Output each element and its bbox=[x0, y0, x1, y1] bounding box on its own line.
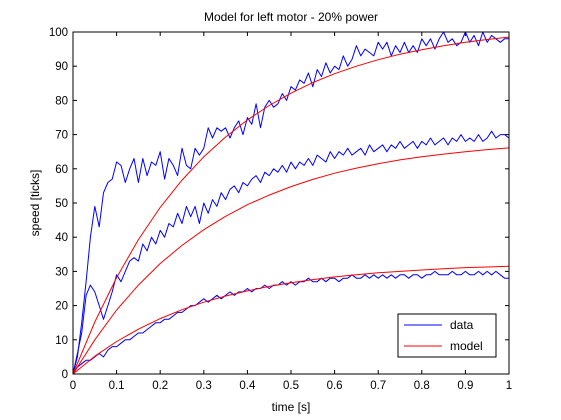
legend-box bbox=[397, 313, 497, 358]
series-line-model-5 bbox=[72, 265, 510, 375]
legend-label-model: model bbox=[450, 339, 483, 353]
x-tick-label: 0.7 bbox=[370, 380, 386, 392]
x-tick-label: 1 bbox=[506, 380, 512, 392]
y-axis-ticks: 0 10 20 30 40 50 60 70 80 90 100 bbox=[49, 27, 509, 381]
x-tick-label: 0.5 bbox=[283, 380, 299, 392]
x-tick-label: 0.9 bbox=[457, 380, 473, 392]
series-line-data-0 bbox=[72, 31, 509, 375]
y-tick-label: 80 bbox=[55, 95, 68, 107]
y-tick-label: 50 bbox=[55, 198, 68, 210]
x-tick-label: 0.2 bbox=[152, 380, 168, 392]
y-tick-label: 90 bbox=[55, 61, 68, 73]
y-axis-label: speed [ticks] bbox=[28, 170, 42, 237]
series-line-model-3 bbox=[72, 36, 510, 375]
x-tick-label: 0.4 bbox=[239, 380, 256, 392]
series-line-model-4 bbox=[72, 147, 510, 375]
series-line-data-1 bbox=[72, 130, 510, 375]
x-axis-label: time [s] bbox=[272, 400, 311, 414]
y-tick-label: 60 bbox=[55, 164, 68, 176]
y-tick-label: 30 bbox=[55, 266, 68, 278]
y-tick-label: 0 bbox=[62, 369, 68, 381]
legend-label-data: data bbox=[450, 318, 474, 332]
x-tick-label: 0.8 bbox=[414, 380, 430, 392]
x-tick-label: 0.3 bbox=[196, 380, 212, 392]
y-tick-label: 10 bbox=[55, 335, 68, 347]
series-layer bbox=[72, 31, 510, 375]
series-line-data-2 bbox=[72, 270, 509, 375]
y-tick-label: 100 bbox=[49, 27, 68, 39]
chart-title: Model for left motor - 20% power bbox=[204, 10, 378, 24]
y-tick-label: 20 bbox=[55, 301, 68, 313]
legend: data model bbox=[397, 313, 497, 358]
x-axis-ticks: 0 0.1 0.2 0.3 0.4 0.5 0.6 0.7 0.8 0.9 1 bbox=[70, 32, 512, 392]
y-tick-label: 70 bbox=[55, 130, 68, 142]
x-tick-label: 0 bbox=[70, 380, 76, 392]
x-tick-label: 0.6 bbox=[327, 380, 343, 392]
y-tick-label: 40 bbox=[55, 232, 68, 244]
x-tick-label: 0.1 bbox=[109, 380, 125, 392]
